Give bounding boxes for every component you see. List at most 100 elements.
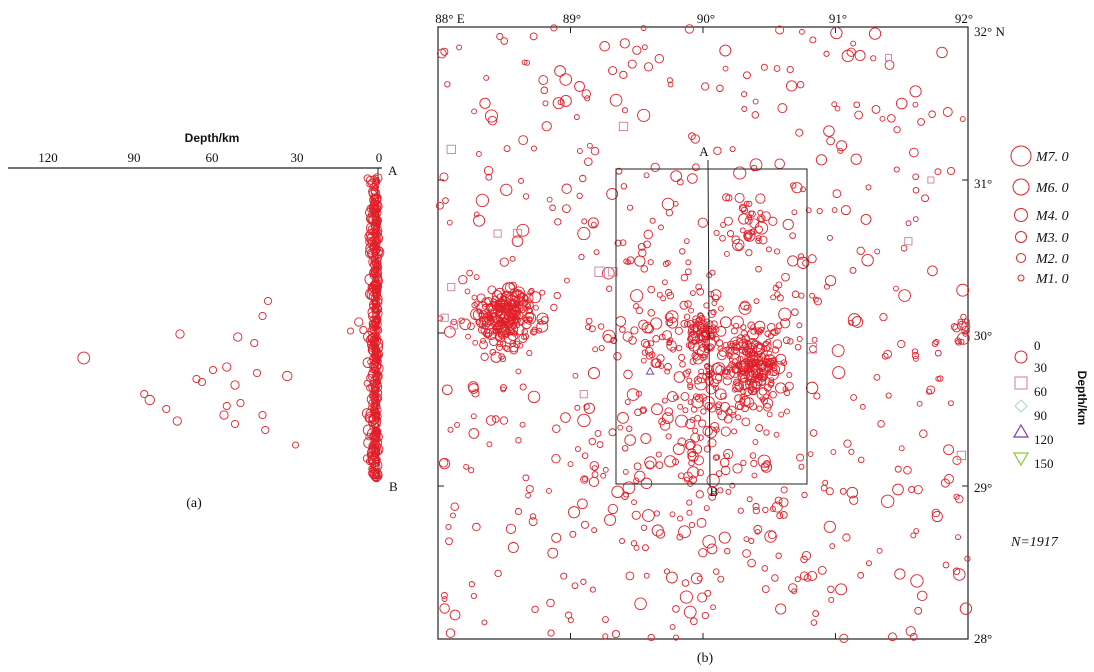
map-event xyxy=(925,388,932,395)
map-event xyxy=(470,413,477,420)
map-event xyxy=(666,339,673,346)
map-event xyxy=(547,547,559,559)
map-event xyxy=(679,361,686,368)
mag-legend-label-4: M4. 0 xyxy=(1035,209,1069,224)
panel-a-event xyxy=(368,392,377,400)
map-event xyxy=(683,605,697,619)
map-event xyxy=(713,229,720,236)
depth-legend-title: Depth/km xyxy=(1075,371,1089,426)
map-event xyxy=(956,283,970,297)
map-event xyxy=(952,323,961,333)
map-event xyxy=(898,289,911,302)
map-event xyxy=(910,532,917,539)
map-event xyxy=(861,254,874,267)
map-event xyxy=(441,384,453,396)
map-event xyxy=(436,48,447,59)
map-event xyxy=(728,343,735,349)
map-event xyxy=(525,484,534,494)
map-event xyxy=(529,32,538,41)
map-event xyxy=(490,351,502,363)
panel-a-tick-60: 60 xyxy=(206,150,219,165)
map-event xyxy=(695,394,704,403)
map-event xyxy=(706,543,718,555)
panel-a-event xyxy=(373,433,381,442)
panel-a-event xyxy=(368,322,379,332)
map-event xyxy=(801,550,812,561)
map-event xyxy=(794,576,801,583)
map-event xyxy=(468,467,475,474)
map-event xyxy=(688,132,696,140)
map-event xyxy=(729,482,736,489)
map-event xyxy=(752,502,760,511)
map-event xyxy=(800,186,806,193)
depth-legend-label-30: 30 xyxy=(1034,360,1047,375)
map-event xyxy=(724,452,730,459)
map-event xyxy=(787,338,794,345)
map-event xyxy=(850,394,857,401)
map-event xyxy=(740,324,747,331)
map-event xyxy=(716,84,724,93)
map-event xyxy=(698,548,708,558)
map-event xyxy=(927,176,935,184)
map-event xyxy=(619,38,630,49)
map-event xyxy=(791,308,799,316)
lat-label-32: 32° N xyxy=(974,24,1005,39)
map-event xyxy=(688,307,694,314)
map-event xyxy=(518,333,528,343)
map-event xyxy=(704,402,713,411)
map-event xyxy=(640,477,653,490)
map-event xyxy=(690,432,701,443)
map-event xyxy=(622,481,636,495)
profile-box xyxy=(615,168,808,485)
map-event xyxy=(445,524,452,531)
map-event xyxy=(893,285,899,292)
panel-a-event xyxy=(374,430,381,437)
map-event xyxy=(673,371,686,383)
map-event xyxy=(950,323,959,331)
map-event xyxy=(751,369,759,377)
map-event xyxy=(667,337,674,344)
map-event xyxy=(576,192,583,199)
map-event xyxy=(743,304,750,311)
map-event xyxy=(571,582,579,590)
map-event xyxy=(594,429,602,437)
map-event xyxy=(807,451,814,458)
map-event xyxy=(830,449,837,455)
map-event xyxy=(608,428,617,437)
map-event xyxy=(823,125,835,137)
map-event xyxy=(757,214,766,223)
panel-a-event xyxy=(374,220,381,227)
panel-a-event xyxy=(372,215,382,224)
map-event xyxy=(690,572,703,585)
map-event xyxy=(934,168,942,176)
map-event xyxy=(763,429,770,436)
map-event xyxy=(619,538,626,545)
map-event xyxy=(509,287,520,298)
map-event xyxy=(731,386,738,393)
map-event xyxy=(484,308,491,315)
map-event xyxy=(857,456,865,464)
map-event xyxy=(513,324,525,336)
map-event xyxy=(756,328,763,335)
lon-label-92: 92° xyxy=(955,11,973,26)
map-event xyxy=(823,520,836,533)
map-event xyxy=(809,429,818,437)
map-event xyxy=(672,200,679,207)
map-event xyxy=(667,81,674,88)
map-event xyxy=(734,193,745,204)
map-event xyxy=(572,372,579,379)
map-event xyxy=(581,89,591,99)
map-event xyxy=(709,378,719,388)
map-event xyxy=(436,201,444,210)
map-event xyxy=(692,393,700,401)
map-event xyxy=(626,425,633,432)
map-event xyxy=(865,560,872,567)
map-event xyxy=(618,121,629,132)
map-event xyxy=(960,313,967,321)
mag-legend-symbol-3 xyxy=(1015,231,1027,243)
map-event xyxy=(916,400,923,407)
map-event xyxy=(735,414,742,421)
map-event xyxy=(550,303,558,312)
map-event xyxy=(780,486,788,494)
map-event xyxy=(824,283,830,290)
